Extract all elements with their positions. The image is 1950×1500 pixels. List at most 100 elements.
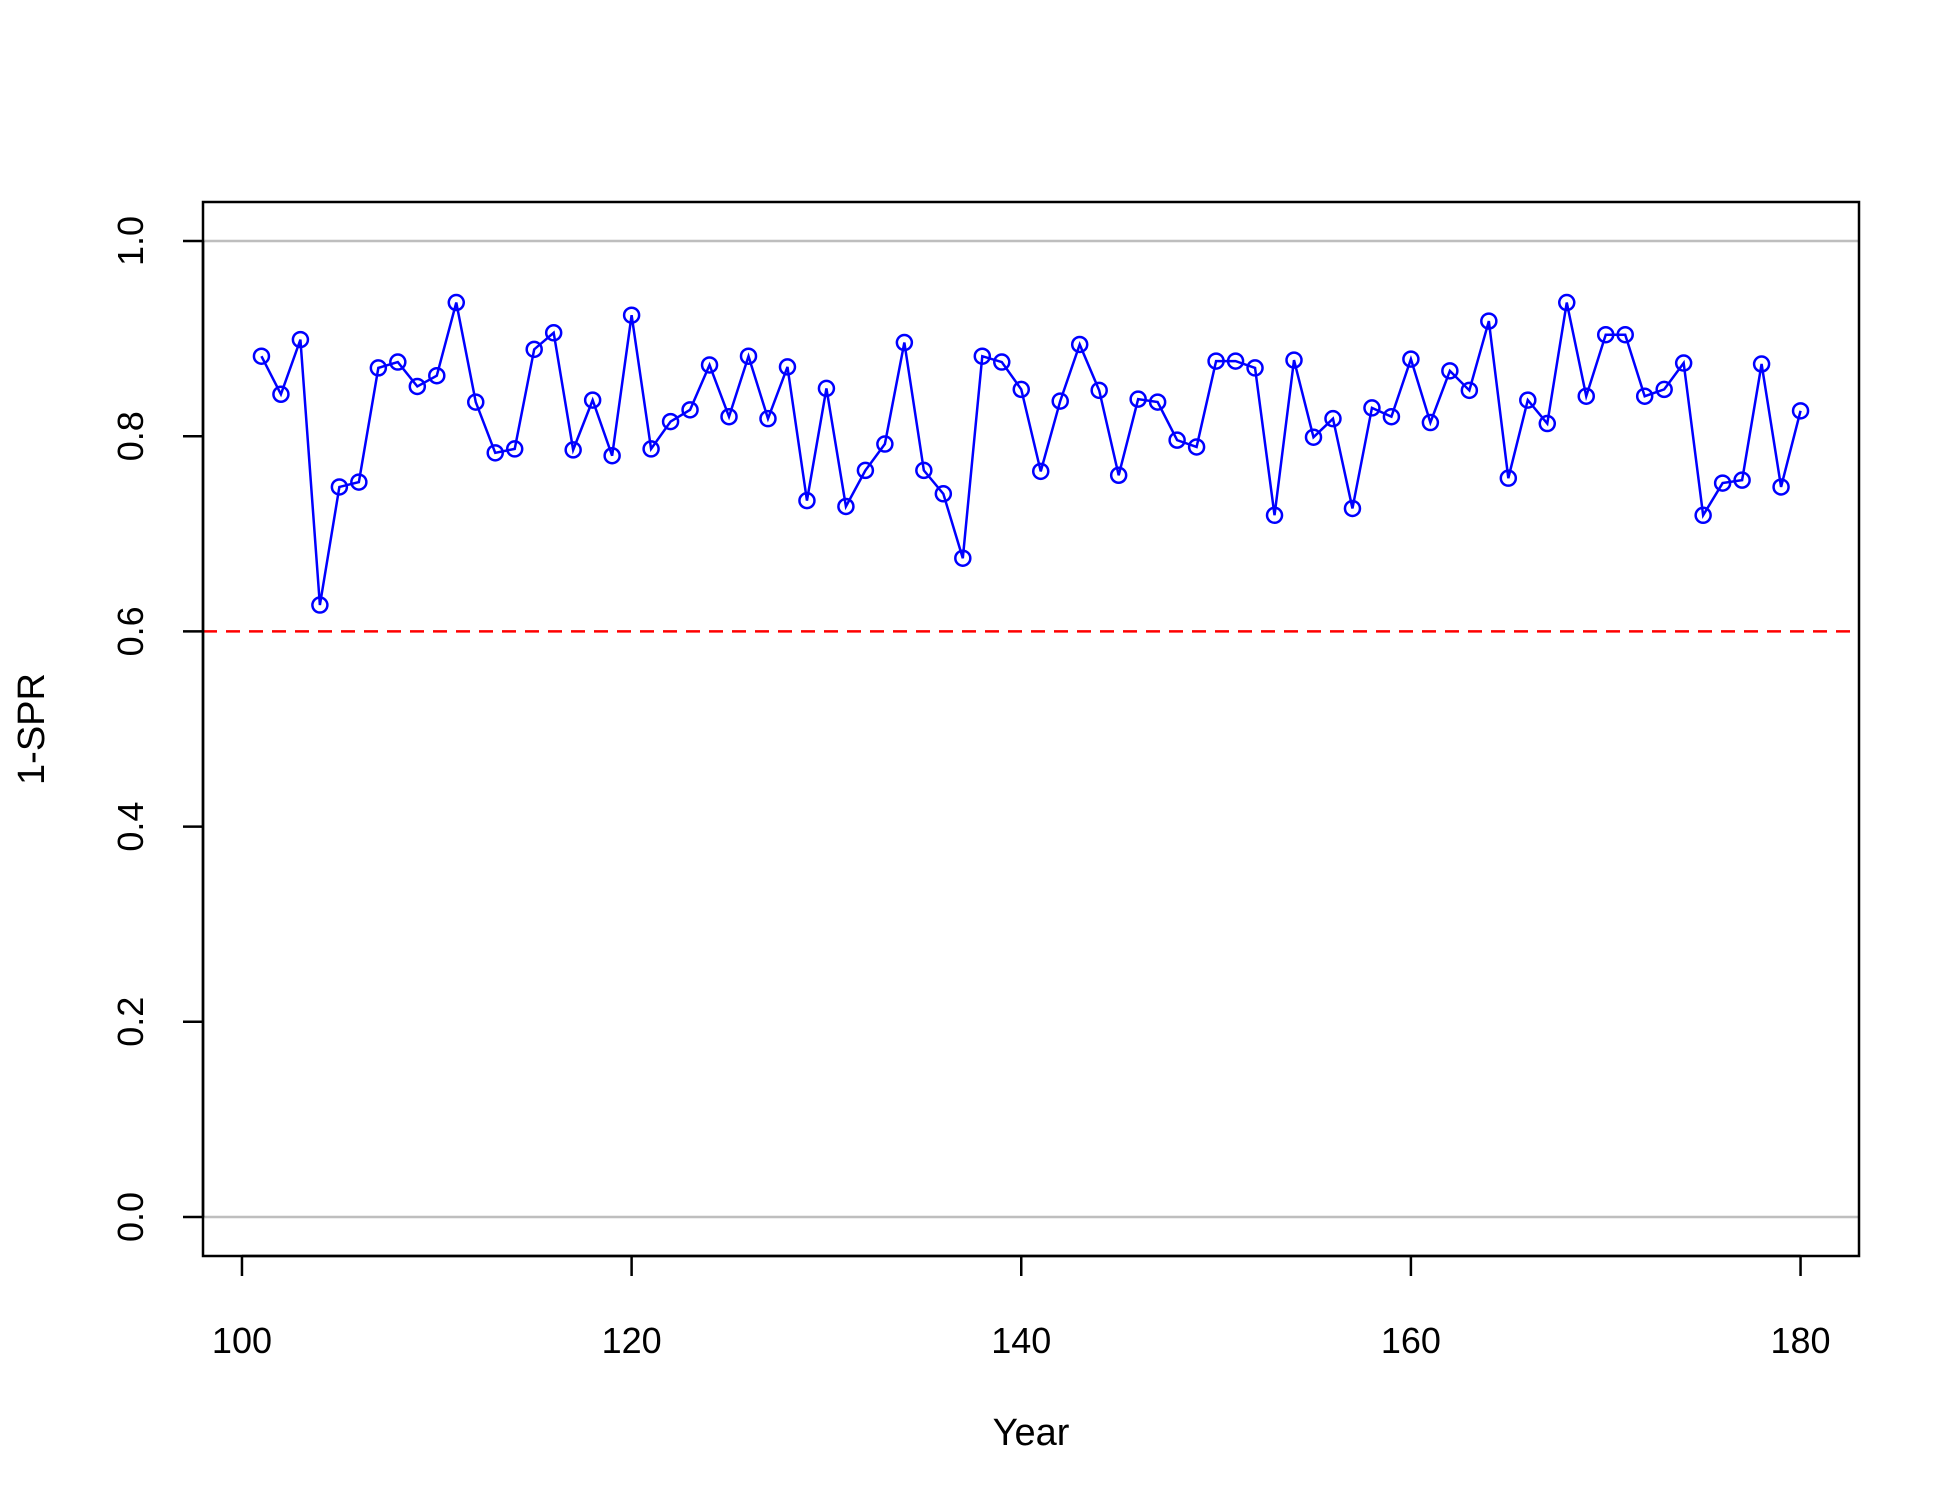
data-point-118 xyxy=(583,391,602,409)
data-point-127 xyxy=(759,409,777,428)
data-point-138 xyxy=(973,347,992,365)
data-point-109 xyxy=(408,377,427,396)
series-line xyxy=(260,302,1802,606)
data-point-154 xyxy=(1285,351,1303,369)
data-point-169 xyxy=(1577,387,1595,405)
data-point-146 xyxy=(1129,390,1147,408)
data-point-116 xyxy=(544,324,563,342)
data-point-155 xyxy=(1304,428,1323,446)
x-tick-label-100: 100 xyxy=(212,1320,272,1361)
data-point-112 xyxy=(467,393,485,411)
data-point-106 xyxy=(350,473,368,491)
data-point-117 xyxy=(564,441,582,459)
y-tick-label-0-2: 0.2 xyxy=(110,997,151,1047)
data-point-177 xyxy=(1733,471,1751,489)
data-point-159 xyxy=(1382,407,1401,426)
y-tick-label-0: 0.0 xyxy=(110,1192,151,1242)
data-point-147 xyxy=(1148,393,1167,411)
data-point-179 xyxy=(1772,478,1790,496)
data-point-142 xyxy=(1051,392,1069,410)
data-point-131 xyxy=(837,497,855,516)
data-point-156 xyxy=(1324,409,1342,428)
data-point-121 xyxy=(642,440,660,458)
data-point-123 xyxy=(681,401,699,419)
data-point-137 xyxy=(954,549,972,567)
data-point-144 xyxy=(1090,381,1108,400)
data-point-175 xyxy=(1694,506,1712,525)
data-point-141 xyxy=(1031,462,1050,481)
reference-lines xyxy=(203,239,1859,1219)
data-point-166 xyxy=(1519,391,1537,409)
data-point-160 xyxy=(1402,350,1420,368)
series-1-spr xyxy=(252,293,1810,614)
data-point-173 xyxy=(1655,380,1673,399)
data-point-128 xyxy=(778,358,797,376)
x-axis-title: Year xyxy=(993,1412,1070,1454)
y-tick-label-0-6: 0.6 xyxy=(110,606,151,656)
data-point-172 xyxy=(1635,387,1654,405)
x-tick-label-120: 120 xyxy=(602,1320,662,1361)
data-point-130 xyxy=(817,379,836,398)
data-point-133 xyxy=(876,435,894,453)
data-point-108 xyxy=(389,353,407,371)
data-point-136 xyxy=(934,485,953,503)
y-axis: 0.0 0.2 0.4 0.6 0.8 1.0 xyxy=(110,216,205,1242)
data-point-125 xyxy=(720,407,738,426)
x-tick-label-180: 180 xyxy=(1771,1320,1831,1361)
y-tick-label-0-4: 0.4 xyxy=(110,802,151,852)
data-point-170 xyxy=(1596,325,1615,344)
y-tick-label-1: 1.0 xyxy=(110,216,151,266)
data-point-153 xyxy=(1265,506,1284,525)
data-point-110 xyxy=(428,366,446,385)
data-point-167 xyxy=(1538,414,1557,433)
data-point-152 xyxy=(1246,359,1264,377)
data-point-114 xyxy=(505,440,524,458)
data-point-178 xyxy=(1752,355,1771,373)
data-point-148 xyxy=(1168,431,1186,449)
data-point-157 xyxy=(1343,499,1362,518)
data-point-158 xyxy=(1363,399,1381,417)
data-point-176 xyxy=(1713,474,1732,492)
data-point-102 xyxy=(272,385,290,404)
data-point-162 xyxy=(1441,362,1459,380)
data-point-150 xyxy=(1207,352,1225,370)
data-point-161 xyxy=(1421,413,1440,432)
data-point-165 xyxy=(1499,469,1518,487)
data-point-135 xyxy=(915,461,933,480)
data-point-143 xyxy=(1070,335,1089,354)
data-point-164 xyxy=(1480,312,1498,330)
data-point-124 xyxy=(700,356,719,374)
data-point-126 xyxy=(739,347,758,365)
data-point-163 xyxy=(1460,381,1479,400)
data-point-122 xyxy=(661,412,680,431)
data-point-101 xyxy=(252,347,271,365)
data-point-103 xyxy=(291,330,310,349)
data-point-145 xyxy=(1109,466,1128,485)
data-point-129 xyxy=(798,491,816,510)
data-point-180 xyxy=(1791,402,1810,420)
data-point-113 xyxy=(486,444,504,462)
data-point-171 xyxy=(1616,325,1634,344)
x-tick-label-140: 140 xyxy=(991,1320,1051,1361)
data-point-174 xyxy=(1674,354,1693,372)
data-point-107 xyxy=(369,359,388,377)
data-point-132 xyxy=(856,461,875,480)
data-point-119 xyxy=(603,446,621,465)
data-point-140 xyxy=(1012,380,1031,399)
data-point-115 xyxy=(525,340,543,359)
y-axis-title: 1-SPR xyxy=(11,673,53,785)
y-tick-label-0-8: 0.8 xyxy=(110,411,151,461)
data-point-139 xyxy=(993,353,1011,371)
data-point-134 xyxy=(895,333,914,352)
data-point-105 xyxy=(330,478,349,496)
data-point-111 xyxy=(447,293,466,312)
data-point-151 xyxy=(1226,352,1245,370)
data-point-104 xyxy=(311,596,329,614)
data-point-120 xyxy=(622,306,641,324)
x-tick-label-160: 160 xyxy=(1381,1320,1441,1361)
data-point-149 xyxy=(1187,438,1206,456)
x-axis: 100 120 140 160 180 xyxy=(212,1254,1831,1361)
data-point-168 xyxy=(1558,293,1576,312)
